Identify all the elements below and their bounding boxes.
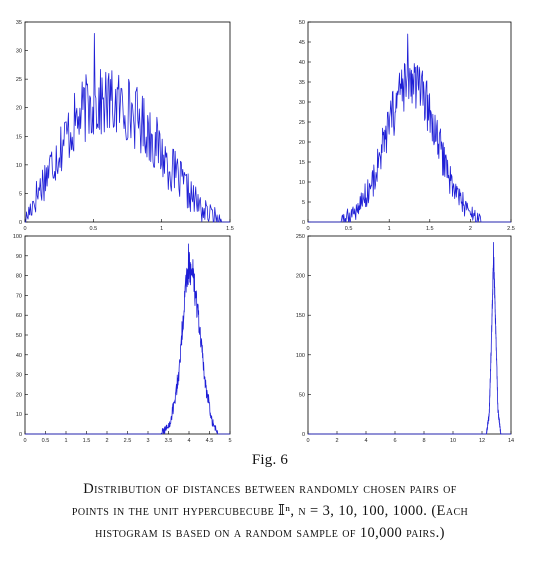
caption-line-2: points in the unit hypercubecube 𝕀ⁿ, n =… [71,503,469,519]
y-tick-label: 15 [299,160,305,166]
x-tick-label: 4 [364,438,367,444]
axis-frame [307,21,512,223]
y-tick-label: 15 [16,134,22,140]
y-tick-label: 40 [299,60,305,66]
y-tick-label: 5 [19,191,22,197]
x-tick-label: 6 [393,438,396,444]
x-tick-label: 4 [187,438,190,444]
y-tick-label: 0 [302,432,305,438]
x-tick-label: 2.5 [124,438,132,444]
y-tick-label: 45 [299,40,305,46]
histogram-svg: 0 10 20 30 40 50 60 70 80 90 100 0 0.5 1 1.5 2 2.5 3 3.5 4 4… [13,234,232,444]
x-tick-label: 0 [306,226,309,232]
y-tick-label: 0 [19,432,22,438]
x-tick-label: 0 [306,438,309,444]
y-tick-label: 100 [296,353,305,359]
axis-frame [24,21,231,223]
y-tick-label: 100 [13,234,22,240]
x-tick-label: 5 [228,438,231,444]
caption-line-1: Distribution of distances between random… [83,481,457,497]
x-tick-label: 0 [23,226,26,232]
y-tick-label: 20 [16,392,22,398]
histogram-svg: 0 5 10 15 20 25 30 35 0 0.5 1 1.5 [16,20,234,232]
y-tick-label: 10 [16,412,22,418]
histogram-svg: 0 50 100 150 200 250 0 2 4 6 8 10 12 14 [296,234,514,444]
y-tick-label: 150 [296,313,305,319]
x-tick-label: 1.5 [226,226,234,232]
figure-caption: Distribution of distances between random… [22,478,518,544]
histogram-n3: 0 5 10 15 20 25 30 35 0 0.5 1 1.5 [16,20,234,232]
histogram-svg: 0 5 10 15 20 25 30 35 40 45 50 0 0.5 1 1.5 2 2.5 [299,20,515,232]
x-tick-label: 2 [335,438,338,444]
histogram-n10: 0 5 10 15 20 25 30 35 40 45 50 0 0.5 1 1.5 2 2.5 [299,20,515,232]
histogram-trace [25,243,230,435]
x-tick-label: 8 [422,438,425,444]
histogram-n1000: 0 50 100 150 200 250 0 2 4 6 8 10 12 14 [296,234,514,444]
y-tick-label: 25 [299,120,305,126]
y-tick-label: 20 [16,106,22,112]
histogram-trace [308,241,511,435]
y-tick-label: 60 [16,313,22,319]
y-tick-label: 30 [16,49,22,55]
x-tick-label: 2.5 [507,226,515,232]
x-tick-label: 3 [146,438,149,444]
x-tick-label: 0.5 [42,438,50,444]
y-tick-label: 50 [16,333,22,339]
x-tick-label: 14 [508,438,514,444]
x-tick-label: 2 [105,438,108,444]
x-tick-label: 1 [160,226,163,232]
x-tick-label: 12 [479,438,485,444]
y-tick-label: 10 [299,180,305,186]
y-tick-label: 5 [302,200,305,206]
figure-label: Fig. 6 [251,452,289,468]
y-tick-label: 90 [16,254,22,260]
x-tick-label: 4.5 [206,438,214,444]
x-tick-label: 1 [64,438,67,444]
y-tick-label: 30 [16,373,22,379]
y-tick-label: 200 [296,274,305,280]
histogram-trace [25,33,230,223]
x-tick-label: 0.5 [345,226,353,232]
x-tick-label: 3.5 [165,438,173,444]
y-tick-label: 0 [302,220,305,226]
caption-line-3: histogram is based on a random sample of… [95,525,445,541]
histogram-trace [308,33,511,223]
y-tick-label: 0 [19,220,22,226]
axis-frame [307,235,512,435]
y-tick-label: 80 [16,274,22,280]
x-tick-label: 10 [450,438,456,444]
y-tick-label: 35 [299,80,305,86]
x-tick-label: 2 [469,226,472,232]
x-tick-label: 0.5 [90,226,98,232]
x-tick-label: 1.5 [426,226,434,232]
y-tick-label: 20 [299,140,305,146]
histogram-n100: 0 10 20 30 40 50 60 70 80 90 100 0 0.5 1 1.5 2 2.5 3 3.5 4 4… [13,234,232,444]
y-tick-label: 250 [296,234,305,240]
axis-frame [24,235,231,435]
y-tick-label: 30 [299,100,305,106]
y-tick-label: 35 [16,20,22,26]
y-tick-label: 70 [16,293,22,299]
y-tick-label: 10 [16,163,22,169]
x-tick-label: 1.5 [83,438,91,444]
y-tick-label: 40 [16,353,22,359]
x-tick-label: 0 [23,438,26,444]
y-tick-label: 50 [299,392,305,398]
x-tick-label: 1 [388,226,391,232]
y-tick-label: 25 [16,77,22,83]
y-tick-label: 50 [299,20,305,26]
